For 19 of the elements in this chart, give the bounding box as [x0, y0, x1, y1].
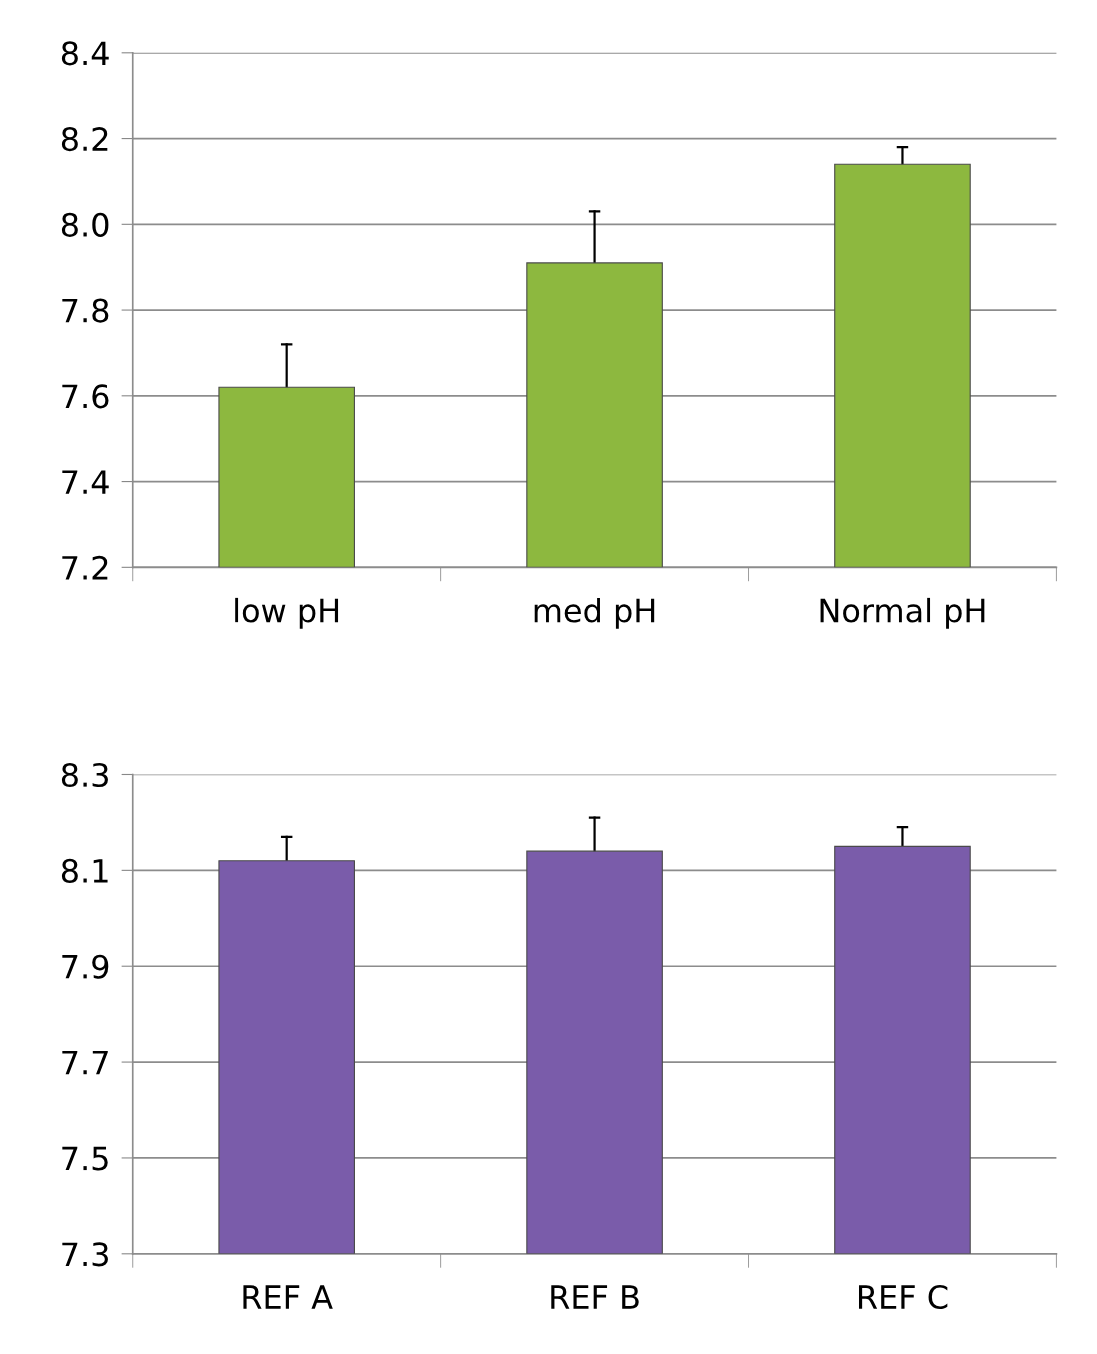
y-tick-label: 8.1 — [61, 858, 108, 883]
y-tick-label: 7.9 — [62, 954, 109, 979]
x-tick-label: low pH — [235, 597, 339, 629]
y-tick-label: 8.0 — [61, 212, 109, 237]
y-tick-label: 8.4 — [61, 41, 109, 66]
y-tick-label: 8.3 — [61, 762, 108, 788]
x-tick-label: REF B — [551, 1285, 639, 1309]
y-tick-label: 8.2 — [61, 126, 108, 152]
y-tick-label: 7.3 — [62, 1242, 108, 1267]
y-tick-label: 7.4 — [62, 470, 109, 494]
x-tick-label: med pH — [534, 597, 655, 629]
y-tick-label: 7.7 — [62, 1050, 108, 1075]
y-tick-label: 7.8 — [62, 298, 109, 323]
x-tick-label: REF C — [858, 1284, 948, 1310]
x-tick-label: REF A — [243, 1285, 333, 1309]
y-tick-label: 7.5 — [62, 1146, 108, 1171]
y-tick-label: 7.6 — [62, 384, 109, 409]
y-tick-label: 7.2 — [62, 555, 108, 580]
x-tick-label: Normal pH — [820, 597, 985, 629]
